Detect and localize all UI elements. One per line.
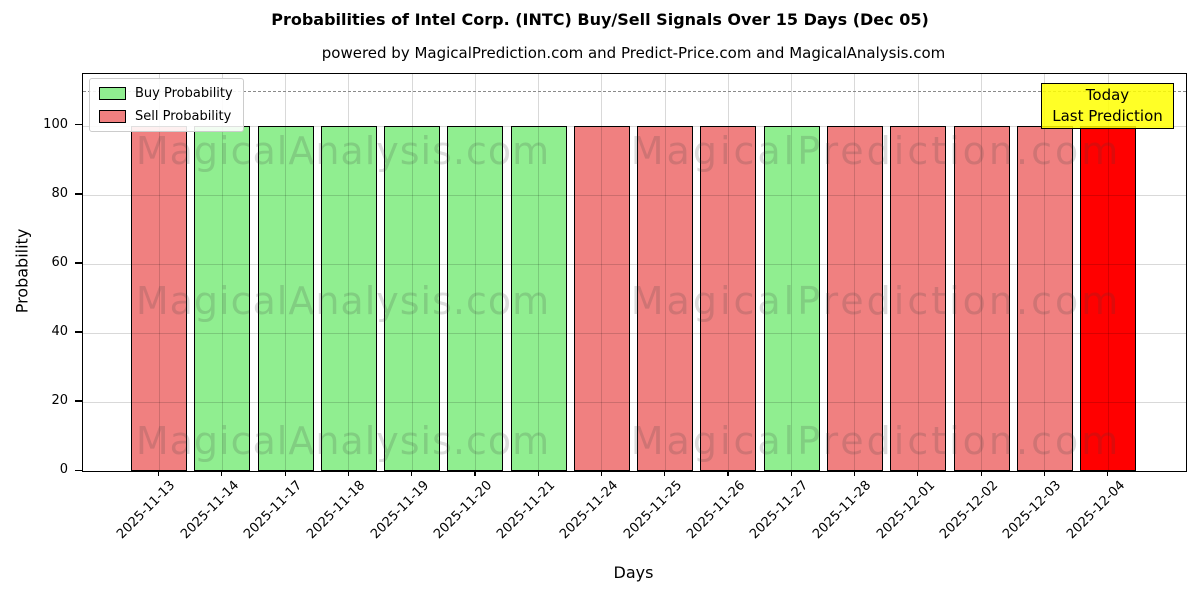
v-gridline bbox=[285, 74, 287, 471]
today-annotation: Today Last Prediction bbox=[1041, 83, 1174, 129]
today-annotation-line2: Last Prediction bbox=[1052, 107, 1163, 125]
x-tick-label: 2025-12-03 bbox=[1000, 478, 1065, 543]
x-tick-label: 2025-11-18 bbox=[304, 478, 369, 543]
x-tick-label: 2025-11-17 bbox=[241, 478, 306, 543]
h-gridline bbox=[83, 332, 1186, 334]
legend: Buy Probability Sell Probability bbox=[89, 78, 244, 132]
v-gridline bbox=[664, 74, 666, 471]
y-tick bbox=[75, 469, 82, 471]
today-annotation-line1: Today bbox=[1085, 86, 1130, 104]
bar-2025-11-24 bbox=[573, 126, 630, 471]
bar-2025-12-04 bbox=[1080, 126, 1137, 471]
y-tick bbox=[75, 124, 82, 126]
x-tick-label: 2025-12-04 bbox=[1063, 478, 1128, 543]
y-tick-label: 20 bbox=[51, 392, 68, 408]
x-tick-label: 2025-11-25 bbox=[620, 478, 685, 543]
x-tick-label: 2025-11-13 bbox=[114, 478, 179, 543]
x-tick-label: 2025-11-20 bbox=[430, 478, 495, 543]
x-tick-label: 2025-11-28 bbox=[810, 478, 875, 543]
v-gridline bbox=[601, 74, 603, 471]
x-tick-label: 2025-11-24 bbox=[557, 478, 622, 543]
bar-2025-11-27 bbox=[763, 126, 820, 471]
v-gridline bbox=[727, 74, 729, 471]
x-tick-label: 2025-11-19 bbox=[367, 478, 432, 543]
legend-label-sell: Sell Probability bbox=[135, 109, 232, 124]
v-gridline bbox=[1044, 74, 1046, 471]
bar-2025-11-13 bbox=[131, 126, 187, 471]
v-gridline bbox=[411, 74, 413, 471]
y-tick bbox=[75, 400, 82, 402]
x-tick-label: 2025-11-26 bbox=[684, 478, 749, 543]
legend-item-sell: Sell Probability bbox=[99, 107, 233, 126]
bar-2025-11-17 bbox=[257, 126, 314, 471]
watermark-magicalanalysis: MagicalAnalysis.com bbox=[135, 279, 551, 323]
h-gridline bbox=[83, 125, 1186, 127]
x-tick-label: 2025-12-01 bbox=[873, 478, 938, 543]
bar-2025-11-21 bbox=[510, 126, 567, 471]
x-axis-title: Days bbox=[613, 563, 654, 582]
bar-2025-11-18 bbox=[320, 126, 377, 471]
legend-item-buy: Buy Probability bbox=[99, 84, 233, 103]
y-tick-label: 60 bbox=[51, 254, 68, 270]
bar-2025-11-28 bbox=[826, 126, 883, 471]
v-gridline bbox=[854, 74, 856, 471]
bar-2025-11-14 bbox=[194, 126, 251, 471]
v-gridline bbox=[221, 74, 223, 471]
v-gridline bbox=[538, 74, 540, 471]
v-gridline bbox=[348, 74, 350, 471]
v-gridline bbox=[917, 74, 919, 471]
v-gridline bbox=[474, 74, 476, 471]
plot-area: Buy Probability Sell Probability Today L… bbox=[82, 73, 1187, 472]
x-tick-label: 2025-12-02 bbox=[937, 478, 1002, 543]
bar-2025-11-25 bbox=[637, 126, 694, 471]
y-tick bbox=[75, 262, 82, 264]
watermark-magicalanalysis: MagicalAnalysis.com bbox=[135, 419, 551, 463]
chart-title: Probabilities of Intel Corp. (INTC) Buy/… bbox=[271, 10, 929, 29]
x-tick-label: 2025-11-21 bbox=[494, 478, 559, 543]
v-gridline bbox=[981, 74, 982, 471]
legend-label-buy: Buy Probability bbox=[135, 86, 233, 101]
bar-2025-11-19 bbox=[384, 126, 441, 471]
bar-2025-11-20 bbox=[447, 126, 504, 471]
bar-2025-12-01 bbox=[890, 126, 947, 471]
x-tick-label: 2025-11-27 bbox=[747, 478, 812, 543]
x-tick-label: 2025-11-14 bbox=[177, 478, 242, 543]
y-axis-title: Probability bbox=[12, 228, 32, 314]
watermark-magicalanalysis: MagicalAnalysis.com bbox=[135, 129, 551, 173]
y-tick bbox=[75, 331, 82, 333]
y-tick-label: 100 bbox=[43, 116, 68, 132]
watermark-magicalprediction: MagicalPrediction.com bbox=[630, 129, 1122, 173]
watermark-magicalprediction: MagicalPrediction.com bbox=[630, 279, 1122, 323]
bar-2025-12-02 bbox=[953, 126, 1010, 471]
v-gridline bbox=[791, 74, 793, 471]
y-tick-label: 40 bbox=[51, 323, 68, 339]
h-gridline bbox=[83, 194, 1186, 196]
bar-2025-11-26 bbox=[700, 126, 757, 471]
h-gridline bbox=[83, 401, 1186, 403]
v-gridline bbox=[158, 74, 160, 471]
buy-color-swatch bbox=[99, 87, 126, 100]
h-gridline bbox=[83, 263, 1186, 265]
y-tick-label: 80 bbox=[51, 185, 68, 201]
watermark-magicalprediction: MagicalPrediction.com bbox=[630, 419, 1122, 463]
v-gridline bbox=[1107, 74, 1109, 471]
y-tick-label: 0 bbox=[59, 462, 68, 477]
sell-color-swatch bbox=[99, 110, 126, 123]
threshold-dashed-line bbox=[83, 91, 1186, 93]
chart-subtitle: powered by MagicalPrediction.com and Pre… bbox=[321, 44, 946, 62]
y-tick bbox=[75, 193, 82, 195]
